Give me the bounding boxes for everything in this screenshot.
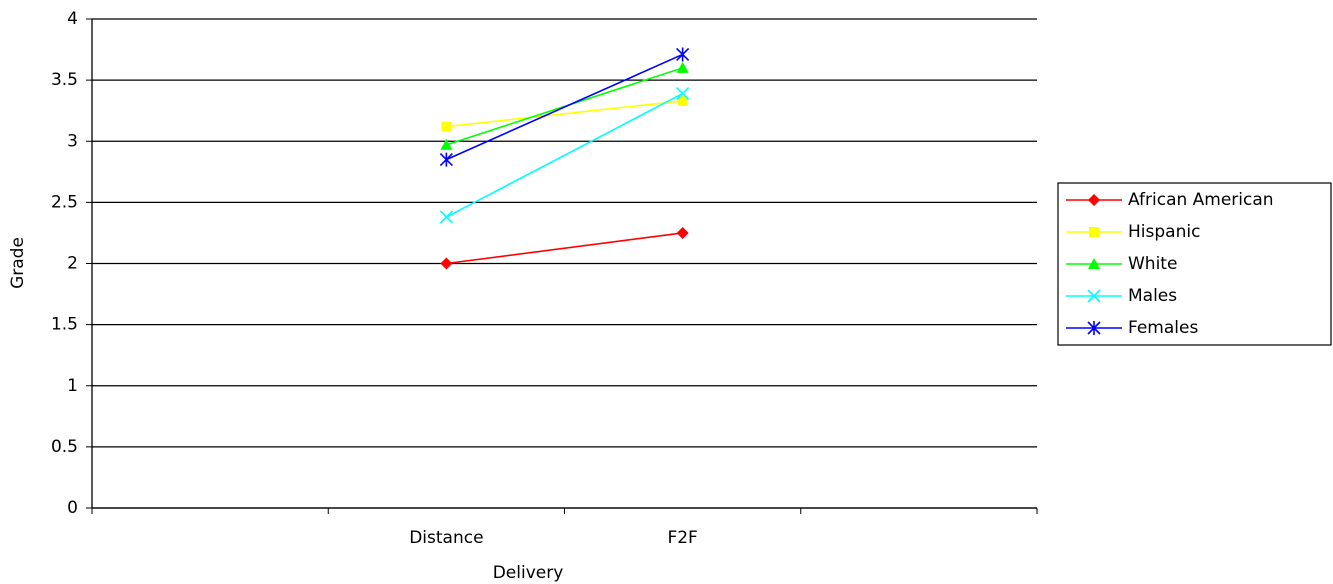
legend-label: Males — [1128, 286, 1177, 306]
data-point — [441, 121, 452, 132]
legend-label: African American — [1128, 190, 1274, 210]
y-tick-label: 1 — [67, 376, 78, 396]
data-point — [440, 138, 453, 150]
data-point — [440, 257, 453, 270]
series-line — [446, 92, 683, 218]
y-tick-label: 0.5 — [51, 437, 78, 457]
data-point — [676, 87, 690, 101]
series-line — [446, 53, 683, 161]
legend-label: Hispanic — [1128, 222, 1200, 242]
y-tick-label: 0 — [67, 498, 78, 518]
legend-label: Females — [1128, 318, 1198, 338]
series-line — [446, 100, 683, 128]
data-point — [677, 95, 688, 106]
series-line — [446, 232, 683, 265]
x-tick-label: Distance — [409, 528, 483, 548]
data-point — [676, 226, 689, 239]
data-point — [439, 210, 453, 224]
legend-marker — [1089, 227, 1099, 237]
y-tick-label: 1.5 — [51, 315, 78, 335]
legend-marker — [1088, 258, 1100, 269]
y-tick-label: 4 — [67, 9, 78, 29]
data-point — [676, 61, 689, 73]
y-tick-label: 2.5 — [51, 192, 78, 212]
x-tick-label: F2F — [667, 528, 697, 548]
legend-marker — [1087, 321, 1101, 335]
legend-marker — [1088, 194, 1100, 206]
data-point — [439, 152, 453, 167]
x-axis-label: Delivery — [493, 563, 564, 583]
data-point — [676, 47, 690, 62]
legend-marker — [1087, 289, 1101, 303]
y-tick-label: 3 — [67, 131, 78, 151]
legend-label: White — [1128, 254, 1177, 274]
y-axis-label: Grade — [8, 237, 28, 289]
y-tick-label: 3.5 — [51, 70, 78, 90]
y-tick-label: 2 — [67, 254, 78, 274]
